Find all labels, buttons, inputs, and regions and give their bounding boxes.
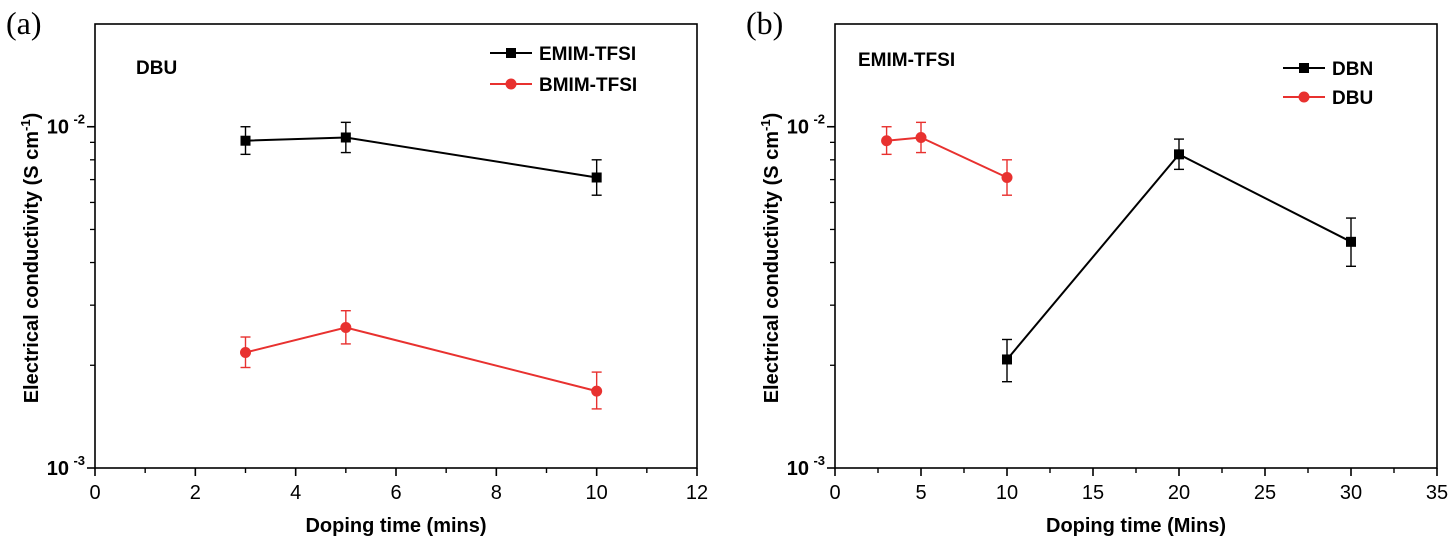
x-tick-label: 4 xyxy=(290,482,301,504)
legend-label: DBN xyxy=(1332,59,1373,80)
data-point xyxy=(1001,171,1013,183)
data-point xyxy=(915,131,927,143)
panel-annotation: EMIM-TFSI xyxy=(858,50,955,71)
data-point xyxy=(1002,354,1012,365)
x-axis-title: Doping time (Mins) xyxy=(1046,515,1226,537)
panel-label: (b) xyxy=(746,5,783,41)
x-axis-title: Doping time (mins) xyxy=(305,515,486,537)
data-point xyxy=(1346,236,1356,247)
y-tick-exponent: -2 xyxy=(73,112,85,127)
legend-label: BMIM-TFSI xyxy=(539,75,637,96)
data-point xyxy=(240,346,251,358)
x-tick-label: 0 xyxy=(89,482,100,504)
x-tick-label: 5 xyxy=(915,482,926,504)
y-tick-exponent: -3 xyxy=(73,453,85,468)
legend-marker xyxy=(506,48,516,58)
legend-marker xyxy=(1299,63,1309,73)
x-tick-label: 10 xyxy=(996,482,1018,504)
series-dbu xyxy=(881,121,1013,196)
series-dbn xyxy=(1002,138,1356,383)
series-line xyxy=(245,136,597,179)
data-point xyxy=(881,135,893,147)
x-tick-label: 8 xyxy=(491,482,502,504)
legend-label: DBU xyxy=(1332,88,1373,109)
series-line xyxy=(245,326,597,393)
data-point xyxy=(1174,149,1184,160)
legend-label: EMIM-TFSI xyxy=(539,44,636,65)
x-tick-label: 35 xyxy=(1426,482,1448,504)
data-point xyxy=(340,322,352,334)
y-tick-label: 10 xyxy=(787,117,809,139)
panel-a: 0 2 4 6 8 10 12 10 -3 10 -2 Doping time (mins) Elect… xyxy=(6,5,708,537)
series-bmim-tfsi xyxy=(240,310,603,410)
x-tick-label: 12 xyxy=(686,482,708,504)
series-line xyxy=(1006,153,1352,361)
data-point xyxy=(240,135,251,146)
x-tick-label: 0 xyxy=(829,482,840,504)
data-point xyxy=(591,172,602,183)
y-tick-label: 10 xyxy=(47,458,69,480)
x-tick-label: 25 xyxy=(1254,482,1276,504)
series-emim-tfsi xyxy=(240,121,602,196)
panel-label: (a) xyxy=(6,5,42,41)
y-tick-label: 10 xyxy=(787,458,809,480)
y-axis-title: Electrical conductivity (S cm-1) xyxy=(758,113,783,404)
y-axis-title: Electrical conductivity (S cm-1) xyxy=(18,113,43,404)
x-tick-label: 15 xyxy=(1082,482,1104,504)
legend-marker xyxy=(1298,91,1310,103)
y-tick-exponent: -2 xyxy=(813,112,825,127)
data-point xyxy=(340,132,351,143)
x-tick-label: 2 xyxy=(190,482,201,504)
legend-marker xyxy=(505,78,517,90)
x-tick-label: 20 xyxy=(1168,482,1190,504)
series-line xyxy=(886,136,1008,179)
x-tick-label: 30 xyxy=(1340,482,1362,504)
x-tick-label: 6 xyxy=(390,482,401,504)
data-point xyxy=(591,385,603,397)
y-tick-label: 10 xyxy=(47,117,69,139)
x-tick-label: 10 xyxy=(586,482,608,504)
panel-b: 0 5 10 15 20 25 30 35 10 -3 10 -2 Doping time (Mins)… xyxy=(746,5,1448,537)
y-tick-exponent: -3 xyxy=(813,453,825,468)
panel-annotation: DBU xyxy=(136,58,177,79)
